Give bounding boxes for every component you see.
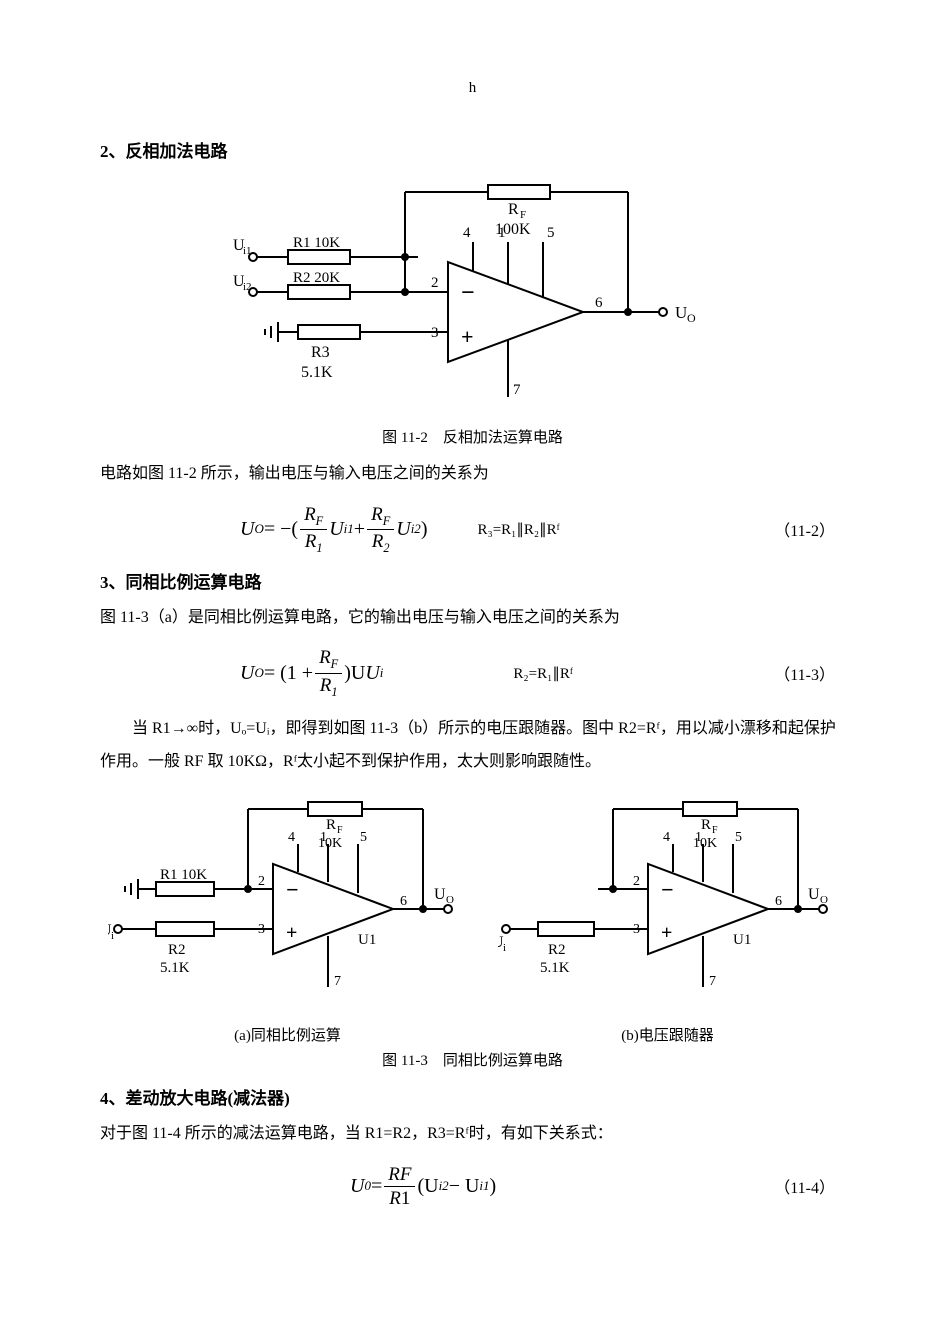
formula-11-3: UO = (1 + RF R1 )UUi R₂=R₁∥Rᶠ （11-3）	[100, 648, 845, 697]
svg-text:i: i	[503, 942, 506, 954]
svg-text:R1 10K: R1 10K	[293, 235, 340, 251]
section3-desc1: 图 11-3（a）是同相比例运算电路，它的输出电压与输入电压之间的关系为	[100, 601, 845, 635]
svg-text:5.1K: 5.1K	[301, 364, 333, 381]
svg-text:i: i	[111, 930, 114, 942]
svg-text:4: 4	[663, 830, 670, 845]
svg-text:1: 1	[320, 830, 327, 845]
svg-text:3: 3	[633, 922, 640, 937]
svg-text:3: 3	[431, 325, 439, 341]
svg-text:O: O	[820, 894, 828, 906]
svg-text:5: 5	[360, 830, 367, 845]
section4-desc: 对于图 11-4 所示的减法运算电路，当 R1=R2，R3=Rᶠ时，有如下关系式…	[100, 1117, 845, 1151]
svg-text:+: +	[461, 324, 474, 349]
svg-text:R2: R2	[548, 942, 566, 958]
svg-text:1: 1	[498, 225, 506, 241]
svg-text:5.1K: 5.1K	[540, 960, 570, 976]
page-header: h	[100, 80, 845, 97]
svg-text:3: 3	[258, 922, 265, 937]
svg-text:2: 2	[431, 275, 439, 291]
svg-text:F: F	[712, 825, 718, 836]
svg-text:5: 5	[735, 830, 742, 845]
svg-text:−: −	[661, 877, 674, 902]
svg-text:i1: i1	[243, 245, 252, 257]
fig-11-3-caption: 图 11-3 同相比例运算电路	[100, 1049, 845, 1070]
svg-text:i2: i2	[243, 281, 252, 293]
fig-11-3a-caption: (a)同相比例运算	[108, 1024, 468, 1045]
svg-text:7: 7	[709, 974, 716, 989]
svg-text:F: F	[337, 825, 343, 836]
svg-text:−: −	[461, 280, 475, 306]
formula-11-4: U0 = RF R1 (Ui2 − Ui1 ) （11-4）	[100, 1165, 845, 1208]
svg-text:O: O	[446, 894, 454, 906]
circuit-11-3b-svg: R2 5.1K RF 10K Ui UO 4 1 5 2 3 6 7 − + U…	[498, 789, 838, 1019]
section3-desc2: 当 R1→∞时，Uₒ=Uᵢ，即得到如图 11-3（b）所示的电压跟随器。图中 R…	[100, 712, 845, 779]
svg-text:4: 4	[463, 225, 471, 241]
svg-text:U: U	[434, 886, 446, 903]
svg-text:−: −	[286, 877, 299, 902]
svg-text:+: +	[286, 922, 297, 944]
svg-text:R3: R3	[311, 344, 330, 361]
fig-11-2-caption: 图 11-2 反相加法运算电路	[100, 426, 845, 447]
svg-text:5.1K: 5.1K	[160, 960, 190, 976]
svg-text:+: +	[661, 922, 672, 944]
svg-text:4: 4	[288, 830, 295, 845]
figure-11-3: R1 10K R2 5.1K RF 10K Ui UO 4 1 5 2 3 6 …	[100, 789, 845, 1045]
svg-text:R: R	[326, 817, 336, 833]
svg-text:6: 6	[400, 894, 407, 909]
fig-11-3b-caption: (b)电压跟随器	[498, 1024, 838, 1045]
section4-title: 4、差动放大电路(减法器)	[100, 1084, 845, 1109]
svg-text:O: O	[687, 311, 696, 325]
formula-11-2: UO = −( RF R1 Ui1 + RF R2 Ui2 ) R₃=R₁∥R₂…	[100, 505, 845, 554]
svg-text:U1: U1	[733, 932, 751, 948]
circuit-11-2-svg: U i1 U i2 R1 10K R2 20K R3 5.1K RF 100K …	[233, 172, 713, 422]
section3-title: 3、同相比例运算电路	[100, 568, 845, 593]
svg-text:U: U	[808, 886, 820, 903]
svg-text:7: 7	[513, 382, 521, 398]
svg-text:2: 2	[633, 874, 640, 889]
svg-text:R: R	[701, 817, 711, 833]
svg-text:1: 1	[695, 830, 702, 845]
svg-text:U: U	[675, 303, 687, 322]
svg-text:6: 6	[775, 894, 782, 909]
svg-text:5: 5	[547, 225, 555, 241]
svg-text:R: R	[508, 201, 519, 218]
svg-text:6: 6	[595, 295, 603, 311]
svg-text:U1: U1	[358, 932, 376, 948]
svg-text:R1 10K: R1 10K	[160, 867, 207, 883]
svg-text:7: 7	[334, 974, 341, 989]
section2-title: 2、反相加法电路	[100, 137, 845, 162]
circuit-11-3a-svg: R1 10K R2 5.1K RF 10K Ui UO 4 1 5 2 3 6 …	[108, 789, 468, 1019]
figure-11-2: U i1 U i2 R1 10K R2 20K R3 5.1K RF 100K …	[100, 172, 845, 422]
section2-desc: 电路如图 11-2 所示，输出电压与输入电压之间的关系为	[100, 457, 845, 491]
svg-text:R2 20K: R2 20K	[293, 270, 340, 286]
svg-text:2: 2	[258, 874, 265, 889]
svg-text:F: F	[520, 209, 526, 221]
svg-text:R2: R2	[168, 942, 186, 958]
